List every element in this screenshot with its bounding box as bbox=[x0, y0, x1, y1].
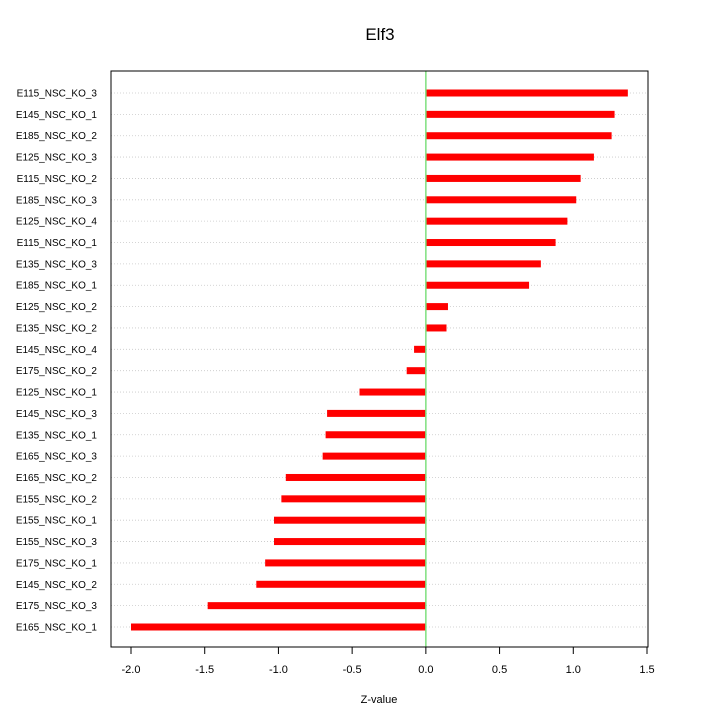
bar-e115-nsc-ko-3 bbox=[425, 89, 628, 97]
x-tick-label: -1.5 bbox=[195, 664, 214, 676]
bar-e125-nsc-ko-2 bbox=[425, 303, 448, 311]
bar-e155-nsc-ko-1 bbox=[274, 516, 426, 524]
bar-e125-nsc-ko-1 bbox=[359, 388, 426, 396]
bar-e135-nsc-ko-1 bbox=[325, 431, 426, 439]
category-label: E155_NSC_KO_2 bbox=[16, 494, 98, 505]
bar-e185-nsc-ko-2 bbox=[425, 132, 612, 140]
bar-e125-nsc-ko-4 bbox=[425, 217, 568, 225]
category-label: E155_NSC_KO_3 bbox=[16, 537, 98, 548]
category-label: E115_NSC_KO_3 bbox=[17, 89, 98, 100]
bar-e155-nsc-ko-3 bbox=[274, 538, 426, 546]
category-labels: E115_NSC_KO_3 E145_NSC_KO_1 E185_NSC_KO_2 E… bbox=[16, 89, 98, 634]
category-label: E165_NSC_KO_3 bbox=[16, 452, 98, 463]
x-tick-label: -1.0 bbox=[269, 664, 288, 676]
category-label: E175_NSC_KO_2 bbox=[16, 366, 98, 377]
x-tick-label: -0.5 bbox=[343, 664, 362, 676]
category-label: E155_NSC_KO_1 bbox=[16, 516, 98, 527]
category-label: E185_NSC_KO_2 bbox=[16, 131, 98, 142]
bar-e135-nsc-ko-2 bbox=[425, 324, 447, 332]
category-label: E135_NSC_KO_3 bbox=[16, 259, 98, 270]
category-label: E135_NSC_KO_2 bbox=[16, 323, 98, 334]
category-label: E125_NSC_KO_3 bbox=[16, 153, 98, 164]
bar-e145-nsc-ko-4 bbox=[414, 345, 426, 353]
bar-e155-nsc-ko-2 bbox=[281, 495, 426, 503]
category-label: E145_NSC_KO_4 bbox=[16, 345, 98, 356]
x-tick-label: 1.5 bbox=[639, 664, 654, 676]
category-label: E115_NSC_KO_2 bbox=[17, 174, 98, 185]
bar-e145-nsc-ko-3 bbox=[327, 409, 426, 417]
x-tick-label: 0.0 bbox=[418, 664, 433, 676]
bar-e165-nsc-ko-1 bbox=[131, 623, 426, 631]
bar-e135-nsc-ko-3 bbox=[425, 260, 541, 268]
x-tick-label: -2.0 bbox=[122, 664, 141, 676]
bar-e175-nsc-ko-1 bbox=[265, 559, 426, 567]
category-label: E145_NSC_KO_2 bbox=[16, 580, 98, 591]
category-label: E165_NSC_KO_2 bbox=[16, 473, 98, 484]
bar-e175-nsc-ko-3 bbox=[207, 602, 426, 610]
category-label: E115_NSC_KO_1 bbox=[17, 238, 98, 249]
category-label: E125_NSC_KO_2 bbox=[16, 302, 98, 313]
bar-e145-nsc-ko-1 bbox=[425, 110, 615, 118]
bars bbox=[131, 89, 628, 631]
x-axis: -2.0 -1.5 -1.0 -0.5 0.0 0.5 1.0 1.5 bbox=[122, 646, 655, 676]
chart-title: Elf3 bbox=[365, 25, 394, 44]
category-label: E145_NSC_KO_3 bbox=[16, 409, 98, 420]
x-tick-label: 0.5 bbox=[492, 664, 507, 676]
bar-e125-nsc-ko-3 bbox=[425, 153, 594, 161]
bar-e165-nsc-ko-2 bbox=[285, 473, 426, 481]
category-label: E175_NSC_KO_1 bbox=[16, 558, 98, 569]
bar-e165-nsc-ko-3 bbox=[322, 452, 426, 460]
category-label: E165_NSC_KO_1 bbox=[16, 623, 98, 634]
category-label: E125_NSC_KO_1 bbox=[16, 388, 98, 399]
category-label: E135_NSC_KO_1 bbox=[16, 430, 98, 441]
bar-e185-nsc-ko-3 bbox=[425, 196, 577, 204]
bar-e115-nsc-ko-1 bbox=[425, 239, 556, 247]
bar-e175-nsc-ko-2 bbox=[406, 367, 426, 375]
category-label: E185_NSC_KO_3 bbox=[16, 195, 98, 206]
bar-e185-nsc-ko-1 bbox=[425, 281, 530, 289]
category-label: E185_NSC_KO_1 bbox=[16, 281, 98, 292]
category-label: E125_NSC_KO_4 bbox=[16, 217, 98, 228]
x-axis-title: Z-value bbox=[361, 694, 398, 706]
bar-e115-nsc-ko-2 bbox=[425, 174, 581, 182]
category-label: E145_NSC_KO_1 bbox=[16, 110, 98, 121]
category-label: E175_NSC_KO_3 bbox=[16, 601, 98, 612]
bar-e145-nsc-ko-2 bbox=[256, 580, 426, 588]
x-tick-label: 1.0 bbox=[566, 664, 581, 676]
